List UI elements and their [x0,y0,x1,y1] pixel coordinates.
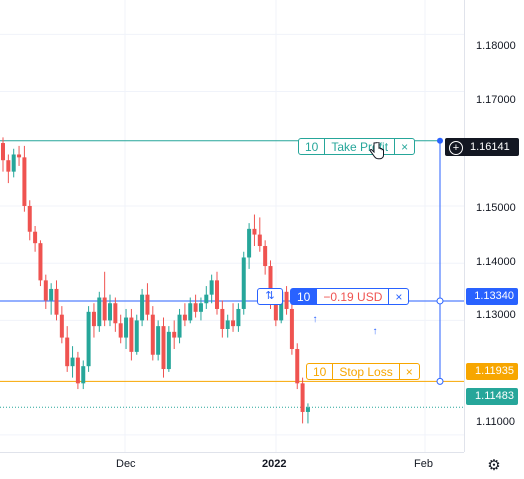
hand-pointer-icon [369,142,384,160]
candle-body [43,280,48,301]
candle-body [59,314,64,338]
candle-body [284,291,289,309]
y-tick-label: 1.14000 [476,256,516,268]
y-tick-label: 1.18000 [476,40,516,52]
candle-body [81,366,86,384]
candle-body [27,205,32,232]
stop-loss-order[interactable]: 10 Stop Loss × [306,363,420,380]
candle-body [231,320,236,327]
y-tick-label: 1.17000 [476,94,516,106]
candle-body [279,291,284,321]
candle-body [70,357,75,367]
candle-body [188,303,193,321]
x-tick-label: Feb [414,458,433,470]
candle-body [177,314,182,338]
gear-icon[interactable]: ⚙ [487,457,501,474]
stop-loss-price-badge: 1.11935 [466,363,518,380]
stop-loss-qty[interactable]: 10 [307,364,334,379]
candle-body [118,323,123,338]
candle-body [273,303,278,321]
candle-body [145,294,150,315]
candle-body [204,294,209,304]
x-tick-label: 2022 [262,458,287,470]
candle-body [295,349,300,384]
candle-body [113,303,118,324]
candle-body [91,311,96,327]
candle-body [150,314,155,355]
position-handle [436,297,444,305]
take-profit-price-label: 1.16141 [470,141,510,153]
x-tick-label: Dec [116,458,136,470]
candle-body [6,160,11,172]
time-axis[interactable] [0,452,464,479]
stop-loss-close-button[interactable]: × [398,364,419,379]
candle-body [220,308,225,329]
candle-body [75,357,80,384]
candle-body [33,231,38,244]
candle-body [209,280,214,295]
candle-body [129,317,134,352]
candle-body [257,234,262,247]
position-qty[interactable]: 10 [291,289,318,304]
candle-body [300,383,305,412]
candle-body [97,297,102,327]
candle-body [102,297,107,321]
candle-body [1,143,5,161]
stop-loss-handle [436,377,444,385]
candle-body [215,280,219,309]
crosshair-price-badge[interactable] [445,138,519,156]
reverse-position-button[interactable]: ⇅ [257,288,283,305]
candle-body [263,246,268,267]
candle-body [124,317,129,338]
y-tick-label: 1.13000 [476,309,516,321]
take-profit-close-button[interactable]: × [394,139,414,154]
candle-body [305,407,310,412]
candle-body [11,154,16,172]
candle-body [134,320,139,352]
position-price-badge: 1.13340 [466,288,518,305]
position-order[interactable]: 10 −0.19 USD × [290,288,410,305]
candle-body [65,337,70,367]
price-chart[interactable]: ↑↑ [0,0,464,452]
y-tick-label: 1.15000 [476,202,516,214]
candle-body [17,154,22,158]
candle-body [166,331,171,370]
candle-body [172,331,177,338]
candle-body [252,228,257,235]
take-profit-qty[interactable]: 10 [299,139,326,154]
chart-grid [0,0,464,452]
candle-body [49,288,54,301]
price-axis[interactable] [464,0,524,452]
candle-body [108,303,112,321]
candle-body [241,257,246,309]
take-profit-handle [437,137,443,144]
stop-loss-label[interactable]: Stop Loss [339,364,393,379]
trade-arrow-icon: ↑ [373,326,378,337]
candle-body [22,157,27,206]
candle-body [247,228,252,258]
position-pnl[interactable]: −0.19 USD [323,289,383,304]
candle-body [140,294,145,321]
trade-markers: ↑↑ [313,314,378,337]
candle-body [193,303,198,312]
candle-body [236,308,241,327]
y-tick-label: 1.11000 [476,416,515,428]
candle-body [182,314,187,321]
candle-body [38,243,43,281]
candlestick-series [1,137,310,424]
plus-circle-icon[interactable]: + [449,141,463,155]
trade-arrow-icon: ↑ [313,314,318,325]
candle-body [156,326,161,355]
candle-body [86,311,91,367]
candle-body [161,326,166,370]
candle-body [54,288,59,315]
candle-body [268,266,273,304]
last-price-badge: 1.11483 [466,388,518,405]
candle-body [289,308,294,350]
position-close-button[interactable]: × [388,289,408,304]
candle-body [225,320,230,329]
take-profit-order[interactable]: 10 Take Profit × [298,138,416,155]
candle-body [198,303,203,312]
